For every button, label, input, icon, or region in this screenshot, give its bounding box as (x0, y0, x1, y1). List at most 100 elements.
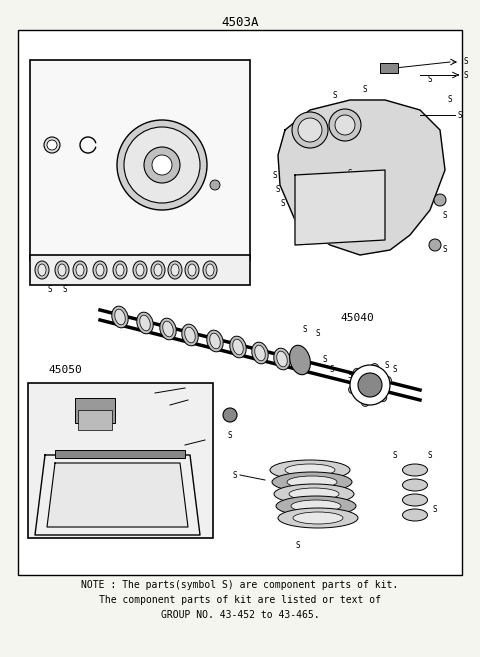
Ellipse shape (93, 261, 107, 279)
Circle shape (434, 194, 446, 206)
Ellipse shape (293, 512, 343, 524)
Ellipse shape (96, 264, 104, 276)
Ellipse shape (136, 264, 144, 276)
Ellipse shape (274, 484, 354, 504)
Circle shape (144, 147, 180, 183)
Text: S: S (393, 451, 397, 459)
Ellipse shape (116, 264, 124, 276)
Text: S: S (203, 150, 207, 160)
Text: GROUP NO. 43-452 to 43-465.: GROUP NO. 43-452 to 43-465. (161, 610, 319, 620)
Bar (78, 410, 112, 430)
Circle shape (44, 137, 60, 153)
Text: S: S (153, 388, 157, 397)
Ellipse shape (277, 351, 287, 367)
Ellipse shape (210, 333, 220, 349)
Ellipse shape (113, 261, 127, 279)
Ellipse shape (233, 339, 243, 355)
Ellipse shape (206, 264, 214, 276)
Text: S: S (416, 510, 420, 520)
Text: S: S (36, 250, 40, 260)
Ellipse shape (185, 327, 195, 343)
Text: S: S (464, 70, 468, 79)
Ellipse shape (285, 464, 335, 476)
Bar (55, 450, 185, 458)
Circle shape (298, 118, 322, 142)
Ellipse shape (255, 345, 265, 361)
Text: 4503A: 4503A (221, 16, 259, 28)
Bar (30, 60, 250, 260)
Text: S: S (188, 384, 192, 392)
Bar (75, 398, 115, 423)
Circle shape (361, 398, 369, 407)
Polygon shape (47, 463, 188, 527)
Text: S: S (333, 91, 337, 99)
Ellipse shape (272, 472, 352, 492)
Text: 45050: 45050 (48, 365, 82, 375)
Ellipse shape (188, 264, 196, 276)
Ellipse shape (252, 342, 268, 364)
Ellipse shape (182, 324, 198, 346)
Text: S: S (48, 286, 52, 294)
Ellipse shape (171, 264, 179, 276)
Ellipse shape (35, 261, 49, 279)
Text: S: S (276, 185, 280, 194)
Text: S: S (428, 451, 432, 459)
Circle shape (353, 369, 361, 376)
Text: S: S (303, 325, 307, 334)
Ellipse shape (403, 464, 428, 476)
Text: S: S (38, 95, 42, 104)
Ellipse shape (274, 348, 290, 370)
Text: S: S (363, 85, 367, 95)
Bar (18, 30, 462, 575)
Circle shape (379, 394, 387, 401)
Ellipse shape (403, 494, 428, 506)
Text: S: S (463, 58, 468, 66)
Ellipse shape (58, 264, 66, 276)
Text: S: S (330, 365, 334, 374)
Bar (380, 63, 398, 73)
Text: S: S (281, 200, 285, 208)
Text: S: S (348, 168, 352, 177)
Ellipse shape (160, 318, 176, 340)
Text: S: S (323, 355, 327, 365)
Ellipse shape (154, 264, 162, 276)
Ellipse shape (278, 508, 358, 528)
Text: S: S (432, 505, 437, 514)
Text: S: S (63, 286, 67, 294)
Text: S: S (228, 430, 232, 440)
Ellipse shape (163, 321, 173, 337)
Text: S: S (273, 171, 277, 179)
Circle shape (358, 373, 382, 397)
Polygon shape (35, 455, 200, 535)
Ellipse shape (270, 460, 350, 480)
Ellipse shape (291, 500, 341, 512)
Ellipse shape (137, 312, 153, 334)
Ellipse shape (185, 261, 199, 279)
Circle shape (384, 376, 391, 384)
Text: S: S (348, 371, 352, 380)
Ellipse shape (55, 261, 69, 279)
Ellipse shape (289, 346, 311, 374)
Ellipse shape (151, 261, 165, 279)
Circle shape (124, 127, 200, 203)
Circle shape (429, 239, 441, 251)
Circle shape (350, 365, 390, 405)
Text: S: S (207, 436, 212, 445)
Ellipse shape (112, 306, 128, 328)
Text: S: S (443, 246, 447, 254)
Circle shape (335, 115, 355, 135)
Circle shape (117, 120, 207, 210)
Text: S: S (78, 399, 82, 407)
Ellipse shape (133, 261, 147, 279)
Circle shape (329, 109, 361, 141)
Ellipse shape (168, 261, 182, 279)
Bar (28, 383, 213, 538)
Ellipse shape (403, 509, 428, 521)
Ellipse shape (140, 315, 150, 331)
Circle shape (348, 386, 357, 394)
Text: S: S (173, 396, 177, 405)
Ellipse shape (38, 264, 46, 276)
Text: S: S (66, 95, 70, 104)
Text: S: S (458, 110, 463, 120)
Ellipse shape (76, 264, 84, 276)
